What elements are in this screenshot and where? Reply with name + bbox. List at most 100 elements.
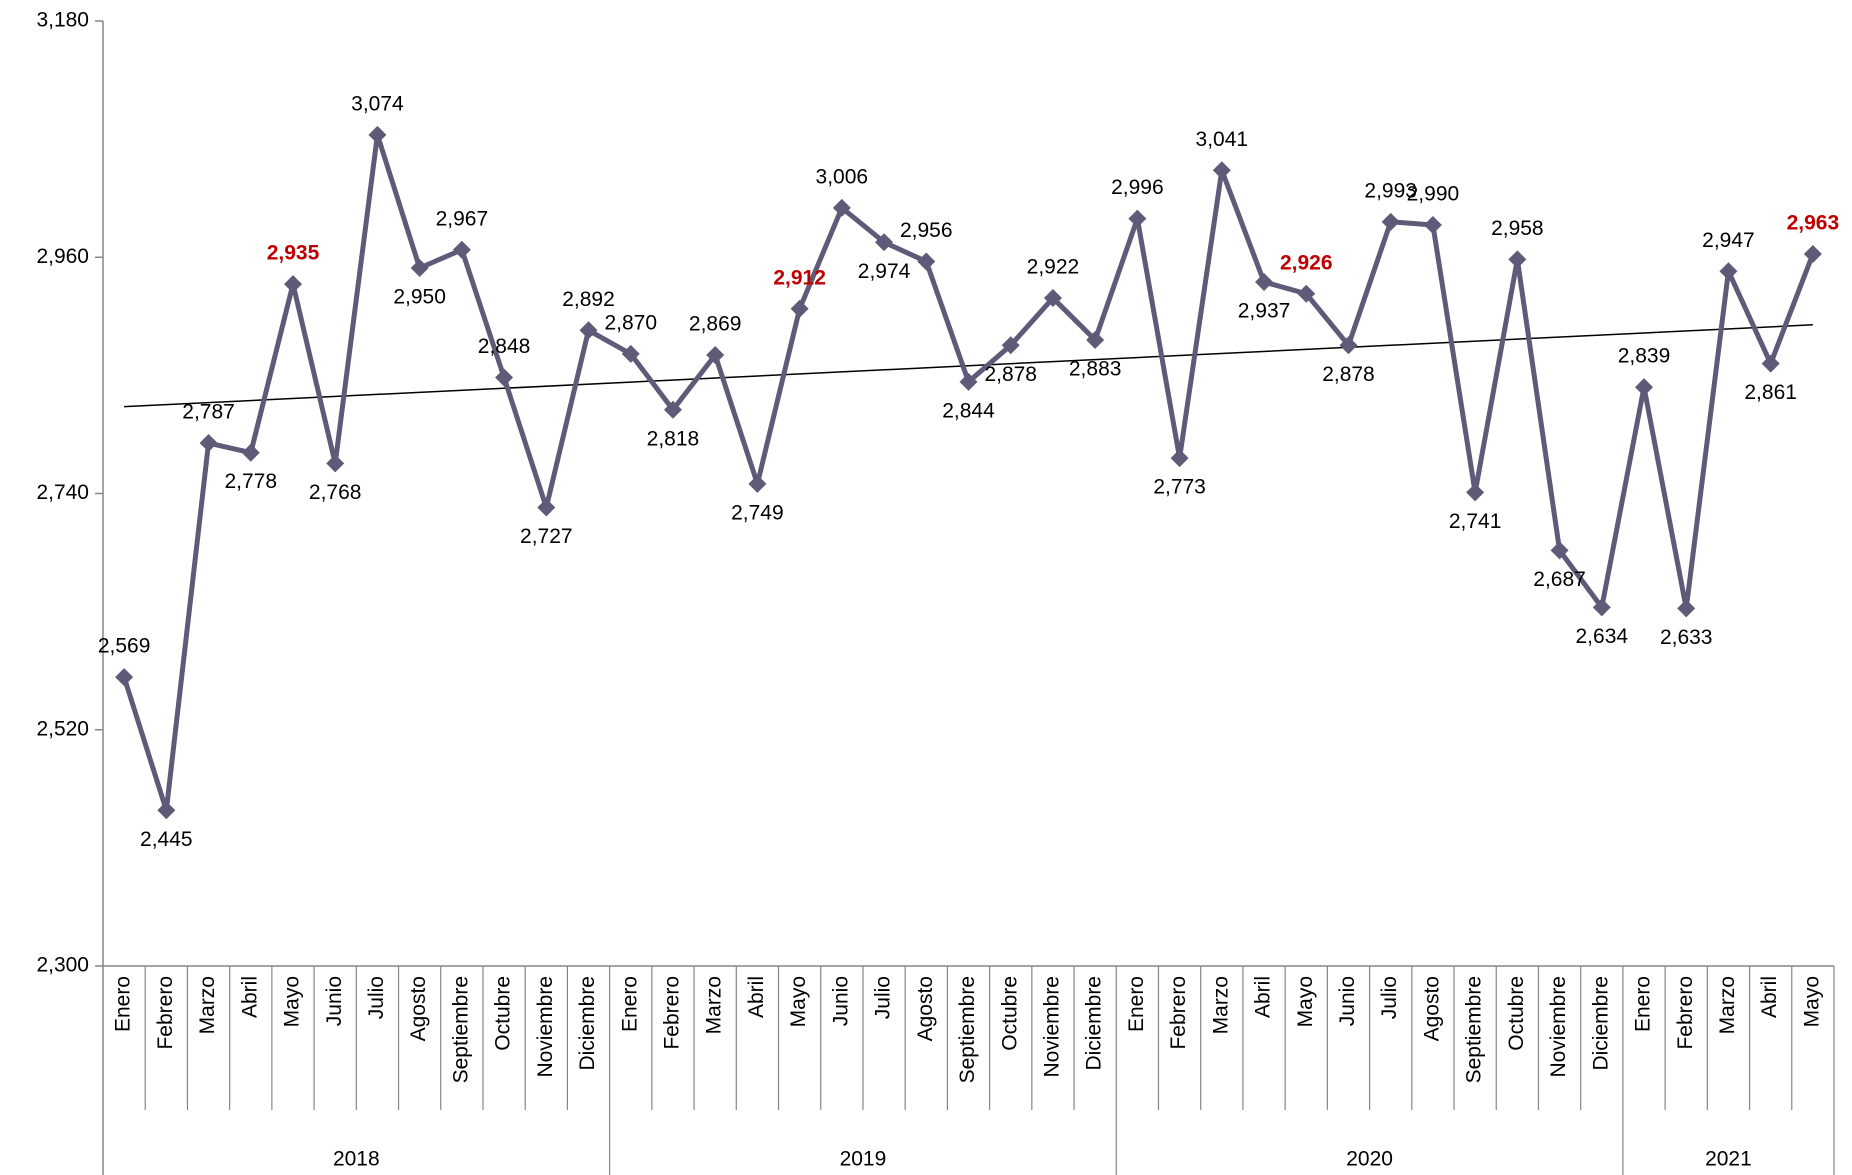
x-tick-label: Marzo xyxy=(1716,976,1739,1034)
marker xyxy=(663,400,682,419)
data-line xyxy=(121,132,1816,813)
group-label: 2020 xyxy=(1346,1148,1393,1171)
marker xyxy=(579,321,598,340)
data-label: 2,869 xyxy=(689,313,742,336)
x-tick-label: Marzo xyxy=(196,976,219,1034)
group-label: 2018 xyxy=(333,1148,380,1171)
data-label: 2,839 xyxy=(1618,345,1671,368)
group-label: 2021 xyxy=(1705,1148,1752,1171)
marker xyxy=(875,233,894,252)
x-tick-label: Mayo xyxy=(1294,976,1317,1027)
x-tick-label: Enero xyxy=(112,976,135,1032)
data-label: 2,634 xyxy=(1576,625,1629,648)
data-label: 3,074 xyxy=(351,92,404,115)
marker xyxy=(1381,212,1400,231)
x-tick-label: Noviembre xyxy=(1040,976,1063,1078)
data-label: 2,892 xyxy=(562,288,615,311)
data-label: 2,848 xyxy=(478,335,531,358)
data-label: 2,768 xyxy=(309,481,362,504)
marker xyxy=(1043,289,1062,308)
data-label: 2,878 xyxy=(984,363,1037,386)
marker xyxy=(1001,336,1020,355)
x-tick-label: Febrero xyxy=(661,976,684,1050)
x-tick-label: Noviembre xyxy=(534,976,557,1078)
data-label: 2,935 xyxy=(267,242,320,265)
x-tick-label: Abril xyxy=(1758,976,1781,1018)
marker xyxy=(1803,245,1822,264)
group-label: 2019 xyxy=(840,1148,887,1171)
marker xyxy=(1466,483,1485,502)
data-label: 2,870 xyxy=(604,311,657,334)
x-tick-label: Enero xyxy=(618,976,641,1032)
y-tick-label: 2,960 xyxy=(36,245,89,268)
x-tick-label: Julio xyxy=(1378,976,1401,1019)
data-label: 3,041 xyxy=(1196,128,1249,151)
marker xyxy=(241,443,260,462)
x-tick-label: Enero xyxy=(1125,976,1148,1032)
data-label: 2,967 xyxy=(436,207,489,230)
data-label: 2,844 xyxy=(942,399,995,422)
marker xyxy=(1212,161,1231,180)
data-label: 2,861 xyxy=(1744,381,1797,404)
data-label: 2,878 xyxy=(1322,363,1375,386)
data-label: 2,922 xyxy=(1027,256,1080,279)
data-label: 2,778 xyxy=(224,470,277,493)
marker xyxy=(1719,262,1738,281)
data-label: 2,883 xyxy=(1069,357,1122,380)
marker xyxy=(1550,541,1569,560)
x-tick-label: Julio xyxy=(365,976,388,1019)
data-label: 2,687 xyxy=(1533,568,1586,591)
data-label: 2,956 xyxy=(900,219,953,242)
data-label: 2,727 xyxy=(520,525,573,548)
data-label: 2,958 xyxy=(1491,217,1544,240)
x-tick-label: Junio xyxy=(829,976,852,1026)
data-label: 3,006 xyxy=(816,165,869,188)
y-tick-label: 2,300 xyxy=(36,954,89,977)
marker xyxy=(199,434,218,453)
marker xyxy=(1677,599,1696,618)
x-tick-label: Septiembre xyxy=(956,976,979,1083)
x-tick-label: Junio xyxy=(323,976,346,1026)
marker xyxy=(1761,354,1780,373)
marker xyxy=(959,372,978,391)
marker xyxy=(1297,284,1316,303)
x-tick-label: Octubre xyxy=(998,976,1021,1051)
marker xyxy=(1086,330,1105,349)
marker xyxy=(410,258,429,277)
data-label: 2,741 xyxy=(1449,510,1502,533)
data-label: 2,937 xyxy=(1238,299,1291,322)
x-tick-label: Septiembre xyxy=(1463,976,1486,1083)
marker xyxy=(495,368,514,387)
x-tick-label: Octubre xyxy=(492,976,515,1051)
data-label: 2,990 xyxy=(1407,183,1460,206)
marker xyxy=(157,801,176,820)
data-label: 2,950 xyxy=(393,286,446,309)
data-label: 2,974 xyxy=(858,260,911,283)
data-label: 2,912 xyxy=(773,266,826,289)
data-label: 2,773 xyxy=(1153,476,1206,499)
x-tick-label: Mayo xyxy=(787,976,810,1027)
x-tick-label: Septiembre xyxy=(449,976,472,1083)
data-label: 2,749 xyxy=(731,501,784,524)
data-label: 2,926 xyxy=(1280,251,1333,274)
marker xyxy=(621,344,640,363)
y-tick-label: 3,180 xyxy=(36,9,89,32)
x-tick-label: Diciembre xyxy=(1589,976,1612,1071)
marker xyxy=(790,299,809,318)
x-tick-label: Julio xyxy=(872,976,895,1019)
x-tick-label: Diciembre xyxy=(1083,976,1106,1071)
data-label: 2,569 xyxy=(98,635,151,658)
marker xyxy=(1255,272,1274,291)
x-tick-label: Enero xyxy=(1632,976,1655,1032)
marker xyxy=(115,668,134,687)
y-tick-label: 2,740 xyxy=(36,481,89,504)
x-tick-label: Junio xyxy=(1336,976,1359,1026)
marker xyxy=(706,345,725,364)
x-tick-label: Febrero xyxy=(1674,976,1697,1050)
marker xyxy=(1128,209,1147,228)
data-label: 2,787 xyxy=(182,401,235,424)
marker xyxy=(537,498,556,517)
marker xyxy=(1339,336,1358,355)
data-label: 2,445 xyxy=(140,828,193,851)
data-label: 2,996 xyxy=(1111,176,1164,199)
